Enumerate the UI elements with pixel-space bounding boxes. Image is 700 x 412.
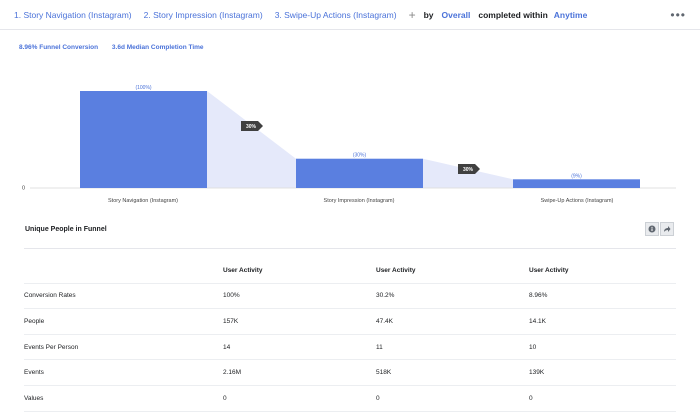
table-cell: 2.16M <box>223 359 376 386</box>
step-conversion-badge-1: 30% <box>241 121 263 131</box>
table-cell: 157K <box>223 308 376 335</box>
table-cell: 518K <box>376 359 529 386</box>
share-button[interactable] <box>660 222 674 236</box>
table-header-cell: User Activity <box>376 258 529 284</box>
table-cell: 47.4K <box>376 308 529 335</box>
bar-pct-label-3: (9%) <box>571 173 582 179</box>
funnel-chart: 0 (100%) (30%) (9%) Story Navigation (In… <box>22 85 676 204</box>
table-row: Values 0 0 0 <box>24 385 676 412</box>
table-header-cell: User Activity <box>529 258 676 284</box>
table-cell: 0 <box>529 385 676 412</box>
table-cell: 139K <box>529 359 676 386</box>
share-arrow-icon <box>664 226 671 232</box>
table-cell: 14 <box>223 334 376 361</box>
table-cell: 0 <box>376 385 529 412</box>
table-cell: 100% <box>223 283 376 310</box>
table-header-cell: User Activity <box>223 258 376 284</box>
funnel-bar-3[interactable] <box>513 179 640 188</box>
breakdown-dropdown[interactable]: Overall <box>441 9 471 20</box>
divider <box>24 248 676 249</box>
table-cell: 0 <box>223 385 376 412</box>
by-label: by <box>423 9 434 20</box>
funnel-step-1[interactable]: 1. Story Navigation (Instagram) <box>14 9 132 20</box>
row-label: Events Per Person <box>24 334 223 361</box>
table-cell: 30.2% <box>376 283 529 310</box>
funnel-step-2[interactable]: 2. Story Impression (Instagram) <box>143 9 263 20</box>
median-completion-stat[interactable]: 3.6d Median Completion Time <box>111 44 204 51</box>
funnel-bar-2[interactable] <box>296 158 423 188</box>
bar-pct-label-2: (30%) <box>353 153 367 159</box>
info-icon <box>648 225 656 233</box>
funnel-conversion-stat[interactable]: 8.96% Funnel Conversion <box>19 44 99 51</box>
table-cell: 10 <box>529 334 676 361</box>
bar-name-label-1: Story Navigation (Instagram) <box>108 198 178 204</box>
badge-text-2: 30% <box>463 167 474 173</box>
completed-within-label: completed within <box>478 9 548 20</box>
more-options-icon[interactable]: ••• <box>670 8 686 22</box>
table-cell: 11 <box>376 334 529 361</box>
table-cell: 8.96% <box>529 283 676 310</box>
badge-text-1: 30% <box>246 124 257 130</box>
connector-1 <box>207 91 296 188</box>
funnel-bar-1[interactable] <box>80 91 207 188</box>
zero-tick-label: 0 <box>22 186 25 192</box>
table-row: Events 2.16M 518K 139K <box>24 359 676 386</box>
bar-name-label-3: Swipe-Up Actions (Instagram) <box>541 198 614 204</box>
table-cell: 14.1K <box>529 308 676 335</box>
table-row: Conversion Rates 100% 30.2% 8.96% <box>24 283 676 310</box>
info-button[interactable] <box>645 222 659 236</box>
time-window-dropdown[interactable]: Anytime <box>553 9 588 20</box>
row-label: Conversion Rates <box>24 283 223 310</box>
bar-name-label-2: Story Impression (Instagram) <box>324 198 395 204</box>
funnel-header-bar: 1. Story Navigation (Instagram) 2. Story… <box>0 0 700 30</box>
funnel-stats-table: User Activity User Activity User Activit… <box>24 258 676 412</box>
funnel-step-3[interactable]: 3. Swipe-Up Actions (Instagram) <box>274 9 397 20</box>
table-header-row: User Activity User Activity User Activit… <box>24 258 676 284</box>
bar-pct-label-1: (100%) <box>135 85 151 91</box>
add-step-icon[interactable]: + <box>408 7 416 22</box>
funnel-summary: 8.96% Funnel Conversion 3.6d Median Comp… <box>19 44 216 51</box>
table-row: People 157K 47.4K 14.1K <box>24 308 676 335</box>
row-label: Events <box>24 359 223 386</box>
row-label: Values <box>24 385 223 412</box>
section-title: Unique People in Funnel <box>25 226 107 233</box>
table-row: Events Per Person 14 11 10 <box>24 334 676 361</box>
step-conversion-badge-2: 30% <box>458 164 480 174</box>
row-label: People <box>24 308 223 335</box>
table-header-cell <box>24 258 223 284</box>
